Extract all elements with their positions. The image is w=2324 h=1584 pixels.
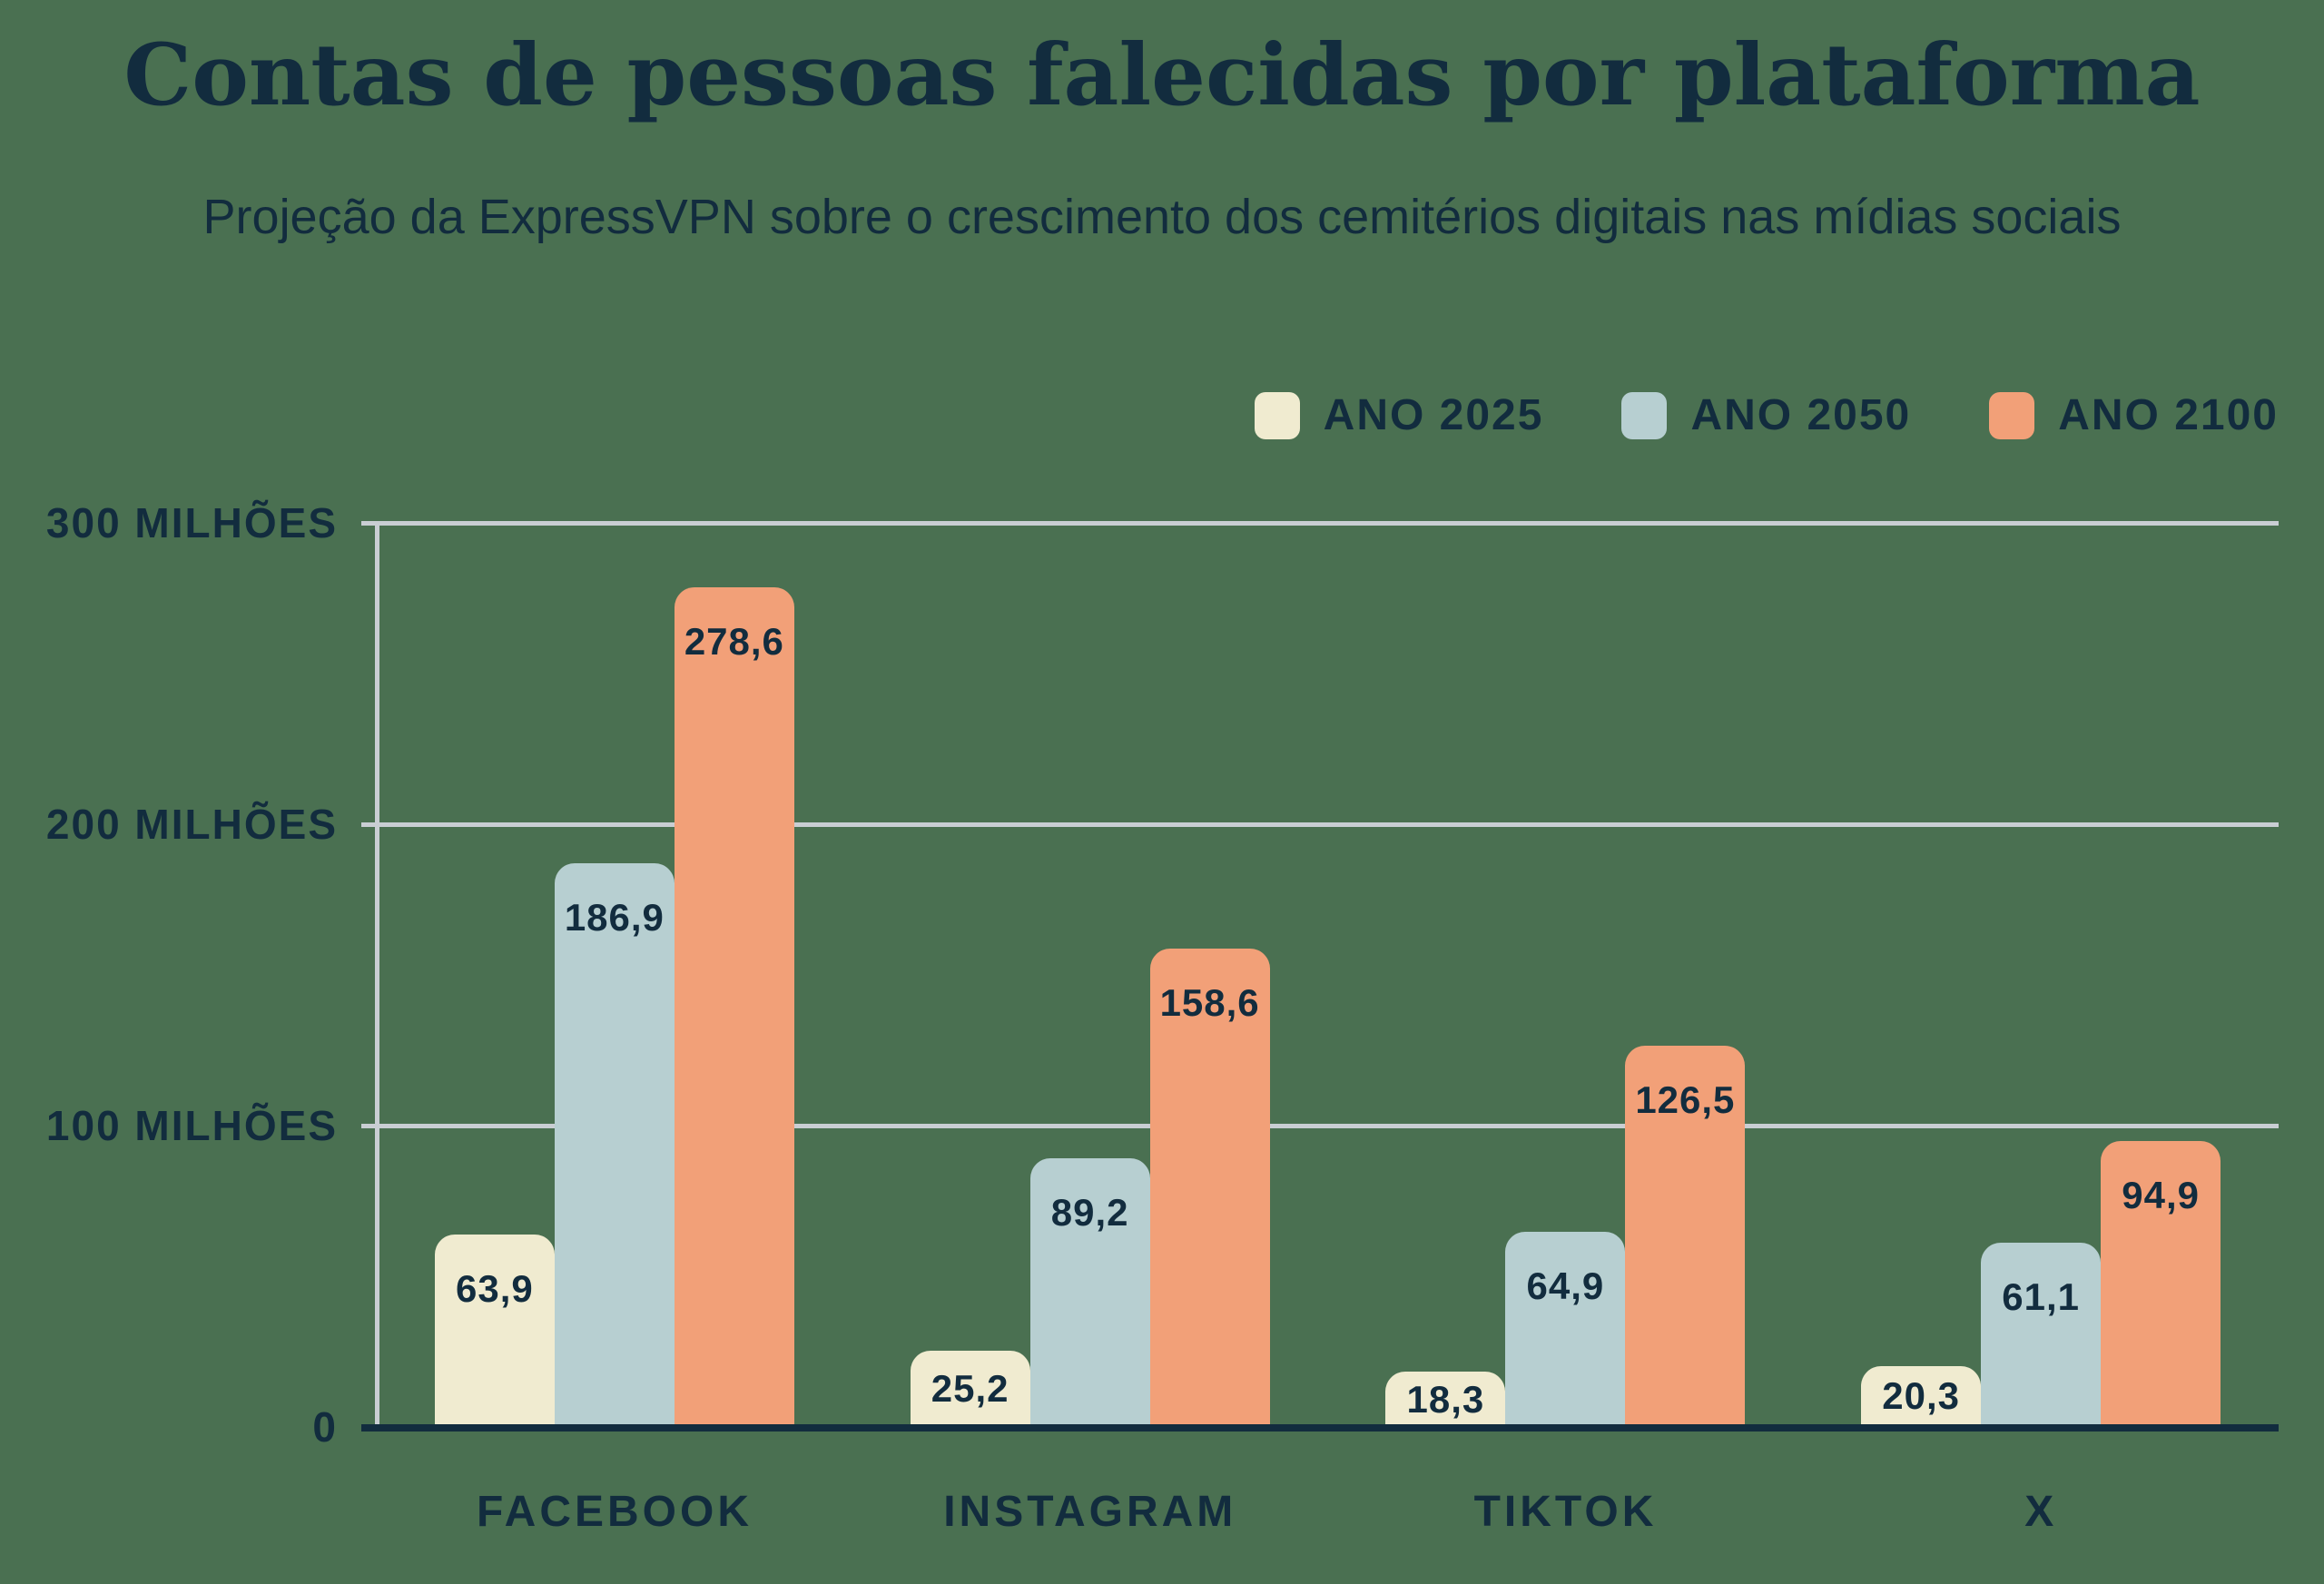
category-label-instagram: INSTAGRAM xyxy=(943,1488,1237,1536)
gridline-100-milhoes xyxy=(361,1124,2279,1128)
y-axis-line xyxy=(375,523,379,1427)
bar-tiktok-ano-2100: 126,5 xyxy=(1625,1046,1746,1427)
bar-value-label: 278,6 xyxy=(684,620,784,664)
bar-tiktok-ano-2050: 64,9 xyxy=(1505,1231,1626,1427)
legend-label: ANO 2050 xyxy=(1690,391,1912,439)
gridline-300-milhoes xyxy=(361,521,2279,526)
bar-value-label: 186,9 xyxy=(564,896,665,940)
bar-value-label: 64,9 xyxy=(1526,1264,1605,1307)
y-axis-tick-label: 200 MILHÕES xyxy=(45,801,338,848)
bar-x-ano-2050: 61,1 xyxy=(1981,1243,2102,1427)
bar-value-label: 89,2 xyxy=(1050,1190,1129,1234)
bar-value-label: 25,2 xyxy=(931,1367,1009,1411)
legend-item-ano-2025: ANO 2025 xyxy=(1254,390,1544,440)
legend-swatch-icon xyxy=(1621,391,1668,439)
bar-value-label: 94,9 xyxy=(2122,1173,2200,1216)
y-axis-tick-label: 100 MILHÕES xyxy=(45,1102,338,1149)
bar-value-label: 18,3 xyxy=(1406,1377,1485,1421)
bar-value-label: 63,9 xyxy=(456,1266,534,1310)
category-label-tiktok: TIKTOK xyxy=(1473,1488,1658,1536)
bar-value-label: 20,3 xyxy=(1882,1374,1960,1418)
bar-value-label: 126,5 xyxy=(1635,1078,1736,1122)
bar-facebook-ano-2100: 278,6 xyxy=(674,587,794,1427)
legend-item-ano-2050: ANO 2050 xyxy=(1621,390,1911,440)
chart-title: Contas de pessoas falecidas por platafor… xyxy=(123,25,2201,125)
bar-facebook-ano-2050: 186,9 xyxy=(554,863,675,1427)
x-axis-baseline xyxy=(361,1424,2279,1432)
legend: ANO 2025 ANO 2050 ANO 2100 xyxy=(1254,390,2279,440)
legend-item-ano-2100: ANO 2100 xyxy=(1989,390,2279,440)
legend-swatch-icon xyxy=(1254,391,1300,439)
category-label-facebook: FACEBOOK xyxy=(476,1488,753,1536)
bar-instagram-ano-2050: 89,2 xyxy=(1029,1157,1150,1427)
legend-swatch-icon xyxy=(1989,391,2035,439)
bar-instagram-ano-2025: 25,2 xyxy=(910,1351,1030,1427)
category-label-x: X xyxy=(2024,1488,2058,1536)
legend-label: ANO 2025 xyxy=(1323,391,1544,439)
bar-x-ano-2100: 94,9 xyxy=(2101,1140,2221,1427)
chart-subtitle: Projeção da ExpressVPN sobre o crescimen… xyxy=(202,190,2122,244)
legend-label: ANO 2100 xyxy=(2058,391,2279,439)
y-axis-tick-label: 0 xyxy=(312,1403,338,1451)
bar-tiktok-ano-2025: 18,3 xyxy=(1385,1372,1506,1427)
y-axis-tick-label: 300 MILHÕES xyxy=(45,499,338,546)
bar-instagram-ano-2100: 158,6 xyxy=(1149,949,1270,1427)
bar-facebook-ano-2025: 63,9 xyxy=(434,1234,555,1427)
bar-x-ano-2025: 20,3 xyxy=(1861,1365,1982,1427)
bar-value-label: 61,1 xyxy=(2002,1275,2080,1319)
bar-value-label: 158,6 xyxy=(1159,981,1260,1025)
gridline-200-milhoes xyxy=(361,822,2279,827)
